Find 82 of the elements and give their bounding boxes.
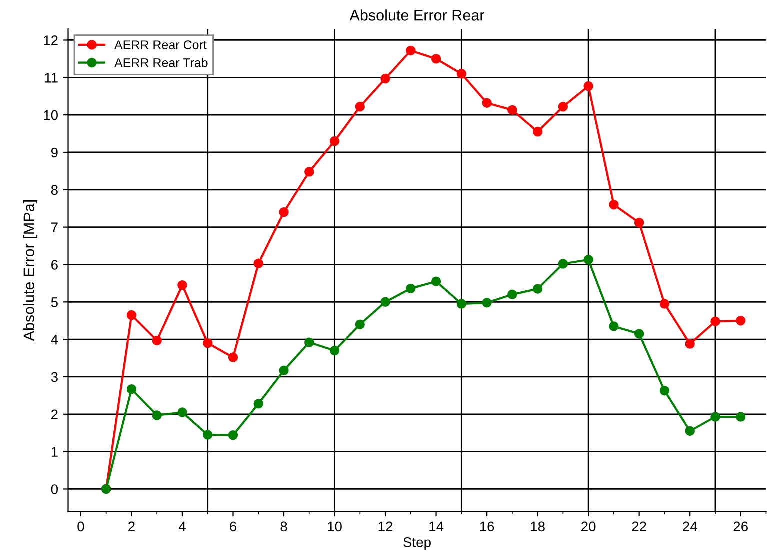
x-tick-label: 18 bbox=[531, 522, 545, 532]
legend-label: AERR Rear Trab bbox=[114, 58, 208, 68]
point bbox=[406, 46, 416, 56]
point bbox=[126, 384, 137, 394]
point bbox=[558, 259, 568, 269]
y-tick-label: 5 bbox=[51, 298, 58, 308]
point bbox=[710, 316, 720, 326]
x-tick-label: 0 bbox=[78, 522, 84, 532]
point bbox=[406, 284, 416, 294]
point bbox=[202, 338, 213, 348]
x-axis-title: Step bbox=[404, 538, 431, 550]
point bbox=[178, 280, 188, 290]
point bbox=[254, 258, 264, 268]
point bbox=[685, 426, 695, 436]
point bbox=[508, 290, 518, 300]
y-tick-label: 3 bbox=[51, 372, 58, 382]
point bbox=[736, 316, 746, 326]
point bbox=[126, 310, 137, 320]
y-tick-label: 1 bbox=[52, 447, 58, 457]
point bbox=[736, 412, 746, 422]
x-tick-label: 10 bbox=[328, 522, 342, 532]
legend-label: AERR Rear Cort bbox=[114, 40, 207, 50]
y-tick-label: 11 bbox=[45, 73, 58, 83]
x-tick-label: 4 bbox=[178, 522, 186, 532]
point bbox=[558, 102, 568, 112]
chart-title: Absolute Error Rear bbox=[350, 10, 484, 21]
y-tick-label: 10 bbox=[44, 110, 58, 120]
point bbox=[685, 339, 695, 349]
point bbox=[508, 105, 518, 116]
x-tick-label: 20 bbox=[582, 522, 596, 532]
x-tick-label: 26 bbox=[734, 522, 748, 532]
point bbox=[355, 320, 366, 330]
x-tick-label: 16 bbox=[480, 522, 494, 532]
point bbox=[660, 386, 670, 396]
x-tick-label: 12 bbox=[378, 522, 393, 532]
point bbox=[202, 430, 213, 440]
x-tick-label: 14 bbox=[430, 522, 444, 532]
point bbox=[634, 329, 644, 339]
point bbox=[482, 298, 492, 308]
point bbox=[609, 200, 619, 210]
y-tick-label: 2 bbox=[52, 410, 58, 420]
point bbox=[482, 98, 492, 108]
point bbox=[330, 346, 340, 356]
y-tick-label: 0 bbox=[51, 484, 58, 494]
x-tick-label: 2 bbox=[128, 522, 135, 532]
x-tick-label: 8 bbox=[280, 522, 288, 532]
point bbox=[456, 69, 467, 79]
point bbox=[228, 430, 238, 440]
point bbox=[431, 276, 442, 286]
point bbox=[279, 366, 289, 376]
point bbox=[355, 102, 366, 112]
y-tick-label: 6 bbox=[52, 260, 58, 270]
point bbox=[609, 322, 619, 332]
point bbox=[532, 284, 543, 294]
point bbox=[634, 218, 644, 228]
y-tick-label: 9 bbox=[51, 148, 58, 158]
point bbox=[228, 352, 238, 362]
point bbox=[431, 54, 442, 64]
y-tick-label: 7 bbox=[52, 222, 58, 232]
x-tick-label: 22 bbox=[632, 522, 646, 532]
point bbox=[380, 297, 390, 308]
point bbox=[304, 167, 314, 177]
point bbox=[584, 255, 594, 265]
point bbox=[532, 127, 543, 137]
y-tick-label: 4 bbox=[51, 335, 58, 345]
point bbox=[152, 336, 162, 346]
point bbox=[710, 412, 720, 422]
y-axis-title: Absolute Error [MPa] bbox=[23, 200, 38, 342]
point bbox=[660, 299, 670, 309]
point bbox=[330, 136, 340, 146]
point bbox=[152, 410, 162, 420]
y-tick-label: 8 bbox=[51, 185, 58, 196]
y-tick-label: 12 bbox=[44, 36, 58, 46]
point bbox=[279, 207, 289, 218]
point bbox=[380, 74, 390, 84]
point bbox=[304, 338, 314, 348]
point bbox=[178, 408, 188, 418]
point bbox=[456, 299, 467, 309]
x-tick-label: 6 bbox=[230, 522, 236, 532]
x-tick-label: 24 bbox=[683, 522, 698, 532]
point bbox=[254, 399, 264, 409]
point bbox=[584, 81, 594, 92]
